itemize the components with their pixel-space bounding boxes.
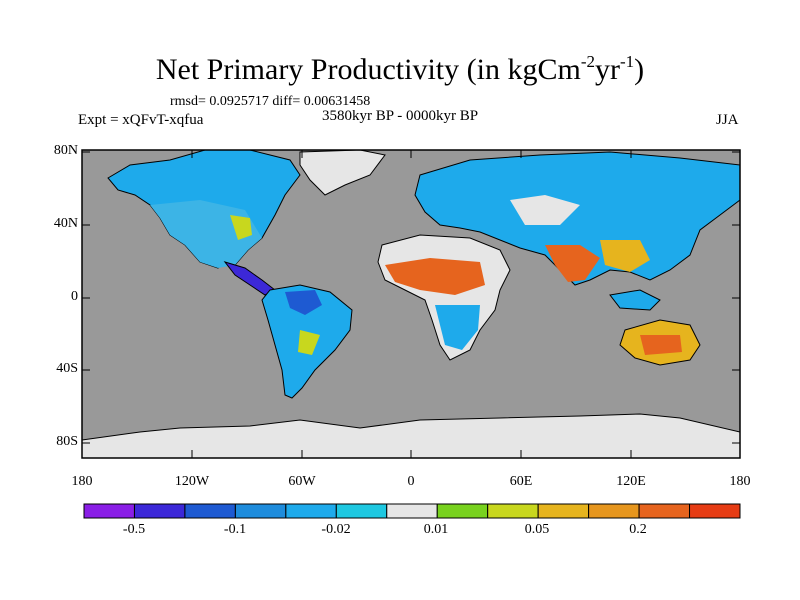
colorbar-swatch <box>689 503 741 519</box>
lat-label-40s: 40S <box>56 361 78 376</box>
colorbar-swatch <box>487 503 539 519</box>
land-east-asia <box>600 240 650 272</box>
land-north-america-green <box>230 215 252 240</box>
experiment-label: Expt = xQFvT-xqfua <box>78 112 204 128</box>
lon-label-180e: 180 <box>729 474 751 489</box>
land-antarctica <box>82 413 740 458</box>
colorbar <box>83 503 741 519</box>
lon-label-120e: 120E <box>616 474 646 489</box>
period-label: 3580kyr BP - 0000kyr BP <box>322 108 479 124</box>
colorbar-swatch <box>335 503 388 519</box>
lon-label-180w: 180 <box>71 474 93 489</box>
land-australia-inner <box>640 335 682 355</box>
colorbar-swatch <box>537 503 590 519</box>
colorbar-swatch <box>184 503 236 519</box>
land-greenland <box>299 150 386 196</box>
lon-label-120w: 120W <box>174 474 210 489</box>
lat-label-40n: 40N <box>53 216 78 231</box>
land-africa-sahel <box>385 258 485 295</box>
land-africa-south <box>435 305 480 350</box>
plot-title: Net Primary Productivity (in kgCm-2yr-1) <box>155 52 645 86</box>
colorbar-swatch <box>436 503 489 519</box>
stats-text: rmsd= 0.0925717 diff= 0.00631458 <box>170 94 371 109</box>
lat-label-80s: 80S <box>56 434 78 449</box>
colorbar-swatch <box>234 503 287 519</box>
land-south-america-green <box>298 330 320 355</box>
colorbar-swatch <box>386 503 438 519</box>
land-india <box>545 245 600 282</box>
lon-label-60e: 60E <box>509 474 533 489</box>
colorbar-swatch <box>83 503 135 519</box>
land-south-america-core <box>285 290 322 315</box>
colorbar-swatch <box>638 503 691 519</box>
season-label: JJA <box>716 112 739 128</box>
colorbar-label: -0.02 <box>321 522 351 537</box>
lon-label-0: 0 <box>407 474 415 489</box>
colorbar-label: 0.2 <box>629 522 647 537</box>
land-indonesia <box>609 289 661 311</box>
land-asia-center <box>510 195 580 225</box>
colorbar-swatch <box>588 503 640 519</box>
colorbar-label: 0.01 <box>423 522 449 537</box>
colorbar-label: -0.1 <box>223 522 247 537</box>
lon-label-60w: 60W <box>288 474 316 489</box>
land-eurasia <box>414 151 740 286</box>
colorbar-swatch <box>285 503 337 519</box>
lat-label-0: 0 <box>71 289 78 304</box>
colorbar-label: -0.5 <box>122 522 146 537</box>
colorbar-swatch <box>133 503 186 519</box>
lat-label-80n: 80N <box>53 143 78 158</box>
colorbar-label: 0.05 <box>524 522 550 537</box>
